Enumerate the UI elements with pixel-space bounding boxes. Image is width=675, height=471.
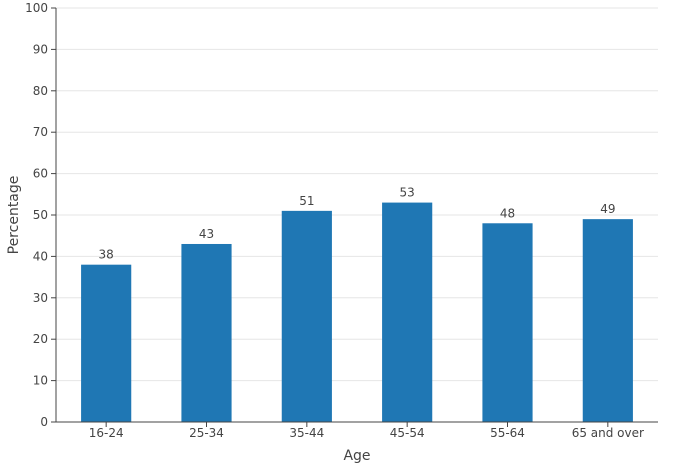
x-axis-title: Age	[343, 448, 370, 464]
y-tick-label: 30	[33, 291, 48, 305]
bar	[382, 202, 433, 422]
gridlines	[56, 7, 658, 382]
x-tick-label: 45-54	[390, 426, 425, 440]
bar	[582, 219, 633, 422]
bar	[281, 210, 332, 422]
x-tick-label: 25-34	[189, 426, 224, 440]
y-tick-label: 90	[33, 42, 48, 56]
y-axis-title: Percentage	[6, 176, 22, 255]
bar	[181, 243, 232, 422]
x-tick-label: 35-44	[289, 426, 324, 440]
y-tick-labels: 0 10 20 30 40 50 60 70 80 90 100	[25, 1, 56, 429]
x-tick-label: 55-64	[490, 426, 525, 440]
data-label: 51	[299, 194, 314, 208]
y-tick-label: 20	[33, 332, 48, 346]
y-tick-label: 0	[40, 415, 48, 429]
data-labels: 38 43 51 53 48 49	[99, 186, 616, 262]
data-label: 53	[400, 186, 415, 200]
y-tick-label: 60	[33, 167, 48, 181]
y-tick-label: 10	[33, 374, 48, 388]
bar	[81, 264, 132, 422]
y-tick-label: 40	[33, 249, 48, 263]
data-label: 43	[199, 227, 214, 241]
bar	[482, 223, 533, 422]
y-tick-label: 50	[33, 208, 48, 222]
data-label: 48	[500, 206, 515, 220]
data-label: 38	[99, 248, 114, 262]
y-tick-label: 70	[33, 125, 48, 139]
x-tick-label: 65 and over	[572, 426, 644, 440]
x-tick-labels: 16-24 25-34 35-44 45-54 55-64 65 and over	[89, 422, 644, 440]
y-tick-label: 100	[25, 1, 48, 15]
y-tick-label: 80	[33, 84, 48, 98]
x-tick-label: 16-24	[89, 426, 124, 440]
data-label: 49	[600, 202, 615, 216]
bars	[81, 202, 633, 422]
